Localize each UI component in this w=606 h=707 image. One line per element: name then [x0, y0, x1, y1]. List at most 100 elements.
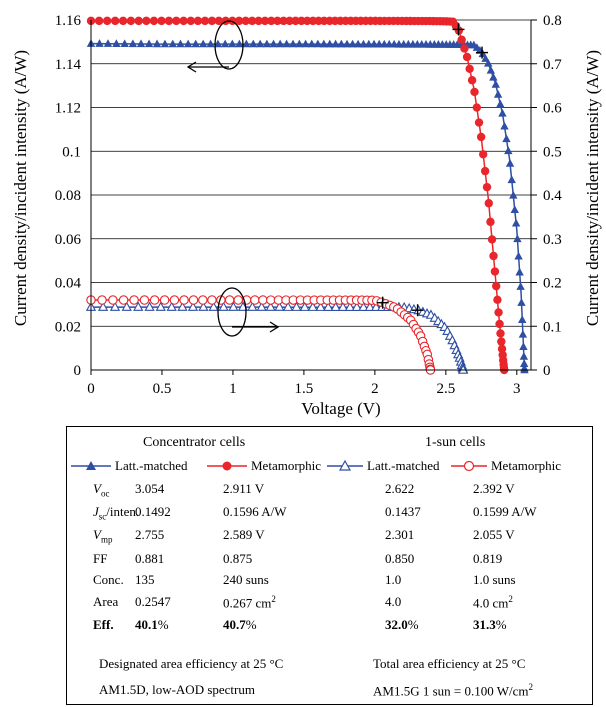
y-tick-label-right: 0.7: [543, 57, 562, 73]
eff-value: 40.7: [223, 617, 246, 632]
data-point: [480, 166, 490, 176]
legend-swatch-lm-1sun: [327, 460, 363, 471]
series-2: [85, 301, 469, 374]
data-point: [330, 301, 341, 311]
data-point: [200, 16, 210, 26]
table-cell: 40.1%: [135, 617, 169, 632]
data-point: [121, 301, 132, 311]
data-point: [133, 301, 144, 311]
data-point: [484, 199, 493, 208]
data-point: [482, 182, 492, 192]
data-point: [157, 16, 166, 26]
data-point: [494, 308, 503, 317]
unit-superscript: 2: [508, 594, 513, 604]
data-point: [519, 352, 529, 360]
data-point: [242, 39, 251, 48]
data-point: [247, 301, 258, 311]
label-subscript: mp: [100, 534, 113, 545]
data-point: [515, 267, 524, 276]
axis-indicator-ellipse-right: [217, 287, 247, 337]
data-point: [353, 39, 363, 48]
one-sun-header: 1-sun cells: [425, 435, 486, 450]
data-point: [274, 301, 285, 311]
data-point: [495, 319, 504, 329]
table-cell: 135: [135, 572, 155, 587]
data-point: [285, 16, 294, 26]
data-point: [134, 16, 143, 26]
data-point: [118, 16, 128, 26]
data-point: [486, 65, 496, 74]
data-point: [313, 39, 323, 48]
data-point: [128, 39, 138, 48]
label-subscript: oc: [100, 488, 110, 499]
data-point: [513, 234, 522, 243]
y-tick-label-right: 0.5: [543, 144, 562, 160]
data-point: [331, 39, 340, 48]
y-tick-label-left: 1.14: [55, 57, 82, 73]
data-point: [103, 39, 113, 47]
y-tick-label-right: 0.4: [543, 188, 562, 204]
x-tick-label: 2.5: [436, 381, 455, 397]
data-point: [179, 16, 188, 26]
data-point: [95, 39, 104, 47]
data-point: [120, 39, 129, 48]
data-point: [497, 344, 507, 354]
eff-value: 32.0: [385, 617, 408, 632]
table-cell: 0.875: [223, 551, 253, 566]
data-point: [490, 267, 500, 276]
data-point: [234, 16, 244, 26]
data-point: [108, 295, 118, 305]
y-tick-label-left: 0.04: [55, 276, 82, 292]
data-point: [139, 295, 150, 305]
data-point: [241, 16, 250, 26]
data-point: [233, 295, 243, 305]
data-point: [126, 16, 136, 26]
data-point: [198, 39, 208, 48]
data-point: [486, 217, 495, 227]
data-point: [282, 39, 291, 48]
data-point: [319, 39, 329, 48]
table-row-label: FF: [93, 551, 108, 566]
data-point: [496, 329, 505, 338]
data-point: [249, 39, 258, 48]
eff-value: 31.3: [473, 617, 496, 632]
table-row-label: Eff.: [93, 617, 114, 632]
y-tick-label-right: 0.3: [543, 232, 562, 248]
data-point: [484, 58, 493, 67]
label-subscript: sc: [98, 511, 107, 522]
data-point: [155, 301, 166, 311]
data-point: [481, 54, 490, 62]
data-point: [103, 16, 112, 26]
data-point: [262, 39, 272, 48]
data-point: [301, 39, 310, 48]
data-point: [206, 39, 215, 48]
data-point: [487, 235, 497, 244]
data-point: [470, 87, 479, 97]
data-point: [97, 295, 107, 305]
table-cell: 1.0 suns: [473, 572, 516, 587]
data-point: [109, 301, 121, 311]
data-point: [169, 295, 180, 305]
data-point: [273, 16, 282, 26]
table-cell: 2.392 V: [473, 481, 515, 496]
data-point: [94, 16, 104, 26]
data-point: [460, 44, 469, 53]
data-point: [498, 108, 507, 117]
data-point: [518, 329, 528, 338]
data-point: [282, 301, 294, 311]
axis-indicator-ellipse-left: [214, 20, 244, 70]
data-point: [337, 39, 346, 48]
data-point: [359, 39, 368, 48]
data-point: [168, 39, 177, 48]
data-point: [186, 16, 195, 26]
table-cell: 32.0%: [385, 617, 419, 632]
note-right-line1: Total area efficiency at 25 °C: [373, 656, 526, 671]
data-point: [275, 39, 285, 48]
data-point: [497, 337, 506, 346]
data-point: [516, 282, 525, 290]
data-point: [517, 298, 526, 306]
table-row-label: Area: [93, 594, 119, 609]
data-point: [478, 150, 488, 159]
axes: [90, 19, 537, 375]
data-point: [220, 39, 230, 48]
